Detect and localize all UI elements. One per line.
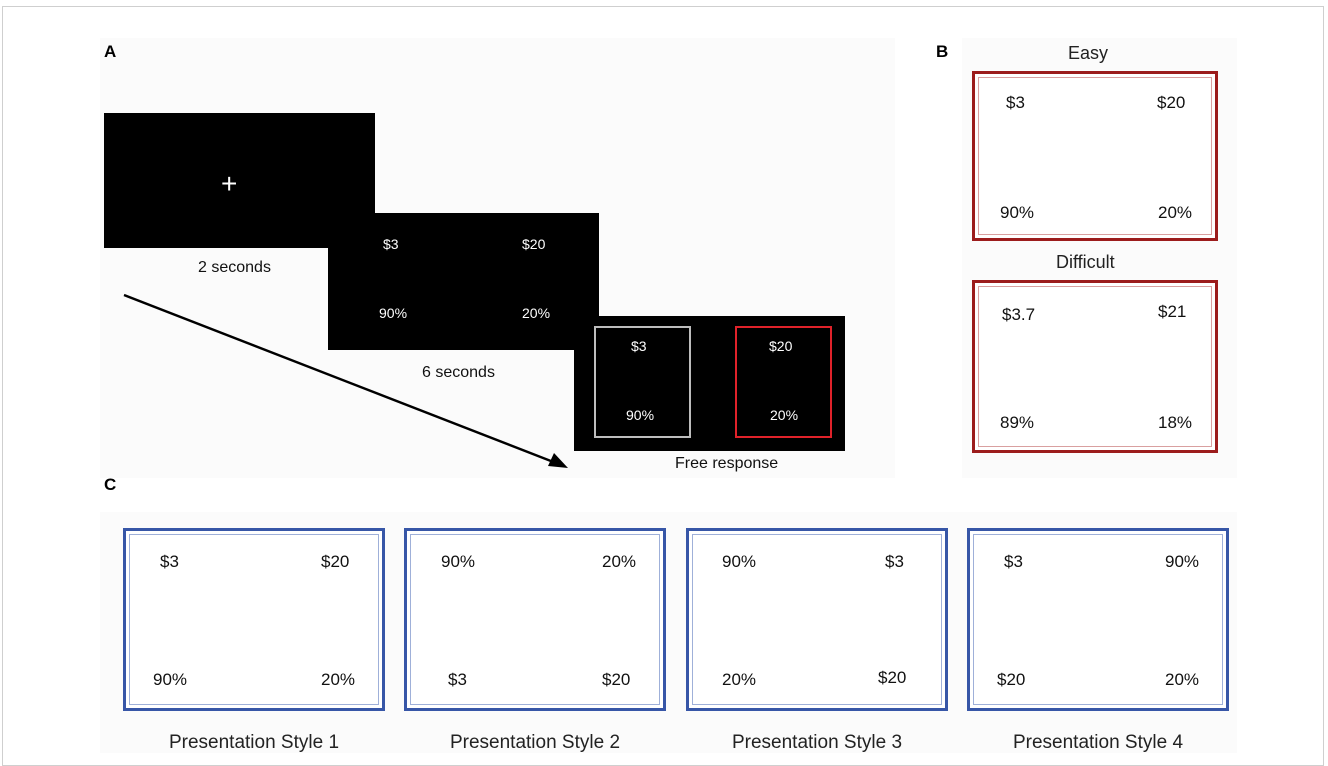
style-3-bottom-left: 20% bbox=[722, 670, 757, 689]
easy-card bbox=[972, 71, 1218, 241]
panel-b-letter: B bbox=[936, 42, 949, 61]
style-4-bottom-left: $20 bbox=[997, 670, 1026, 689]
easy-top-right: $20 bbox=[1157, 93, 1186, 112]
options-screen-bottom-left: 90% bbox=[379, 305, 408, 321]
style-2-label: Presentation Style 2 bbox=[449, 732, 621, 753]
difficult-top-left: $3.7 bbox=[1002, 305, 1036, 324]
options-duration-label: 6 seconds bbox=[422, 364, 495, 381]
style-2-top-right: 20% bbox=[602, 552, 637, 571]
style-1-label: Presentation Style 1 bbox=[168, 732, 340, 753]
style-1-top-right: $20 bbox=[321, 552, 350, 571]
style-2-top-left: 90% bbox=[441, 552, 476, 571]
style-4-label: Presentation Style 4 bbox=[1012, 732, 1184, 753]
left-option-box bbox=[594, 326, 691, 438]
right-option-amount: $20 bbox=[769, 338, 793, 354]
style-4-top-left: $3 bbox=[1004, 552, 1023, 571]
style-2-bottom-right: $20 bbox=[602, 670, 631, 689]
easy-bottom-right: 20% bbox=[1158, 203, 1193, 222]
fixation-cross: + bbox=[221, 168, 238, 199]
options-screen-bottom-right: 20% bbox=[522, 305, 551, 321]
right-option-box bbox=[735, 326, 832, 438]
style-1-top-left: $3 bbox=[160, 552, 179, 571]
style-2-card bbox=[404, 528, 666, 711]
difficult-bottom-left: 89% bbox=[1000, 413, 1035, 432]
difficult-bottom-right: 18% bbox=[1158, 413, 1193, 432]
left-option-probability: 90% bbox=[626, 407, 655, 423]
easy-bottom-left: 90% bbox=[1000, 203, 1035, 222]
style-3-card bbox=[686, 528, 948, 711]
style-3-top-left: 90% bbox=[722, 552, 757, 571]
options-screen bbox=[328, 213, 599, 350]
panel-c-letter: C bbox=[104, 475, 117, 494]
style-4-card bbox=[967, 528, 1229, 711]
response-screen bbox=[574, 316, 845, 451]
time-arrow-line bbox=[123, 293, 557, 465]
style-1-bottom-right: 20% bbox=[321, 670, 356, 689]
difficult-top-right: $21 bbox=[1158, 302, 1187, 321]
style-3-label: Presentation Style 3 bbox=[731, 732, 903, 753]
fixation-duration-label: 2 seconds bbox=[198, 259, 271, 276]
panel-a-letter: A bbox=[104, 42, 117, 61]
left-option-amount: $3 bbox=[631, 338, 647, 354]
style-1-bottom-left: 90% bbox=[153, 670, 188, 689]
easy-top-left: $3 bbox=[1006, 93, 1025, 112]
time-arrow-head bbox=[548, 453, 568, 468]
response-caption: Free response bbox=[675, 455, 779, 472]
style-3-top-right: $3 bbox=[885, 552, 904, 571]
options-screen-top-right: $20 bbox=[522, 236, 546, 252]
style-1-card bbox=[123, 528, 385, 711]
difficult-heading: Difficult bbox=[1056, 252, 1115, 272]
style-4-bottom-right: 20% bbox=[1165, 670, 1200, 689]
style-3-bottom-right: $20 bbox=[878, 668, 907, 687]
difficult-card bbox=[972, 280, 1218, 453]
options-screen-top-left: $3 bbox=[383, 236, 399, 252]
easy-heading: Easy bbox=[1068, 43, 1109, 63]
right-option-probability: 20% bbox=[770, 407, 799, 423]
style-4-top-right: 90% bbox=[1165, 552, 1200, 571]
style-2-bottom-left: $3 bbox=[448, 670, 467, 689]
